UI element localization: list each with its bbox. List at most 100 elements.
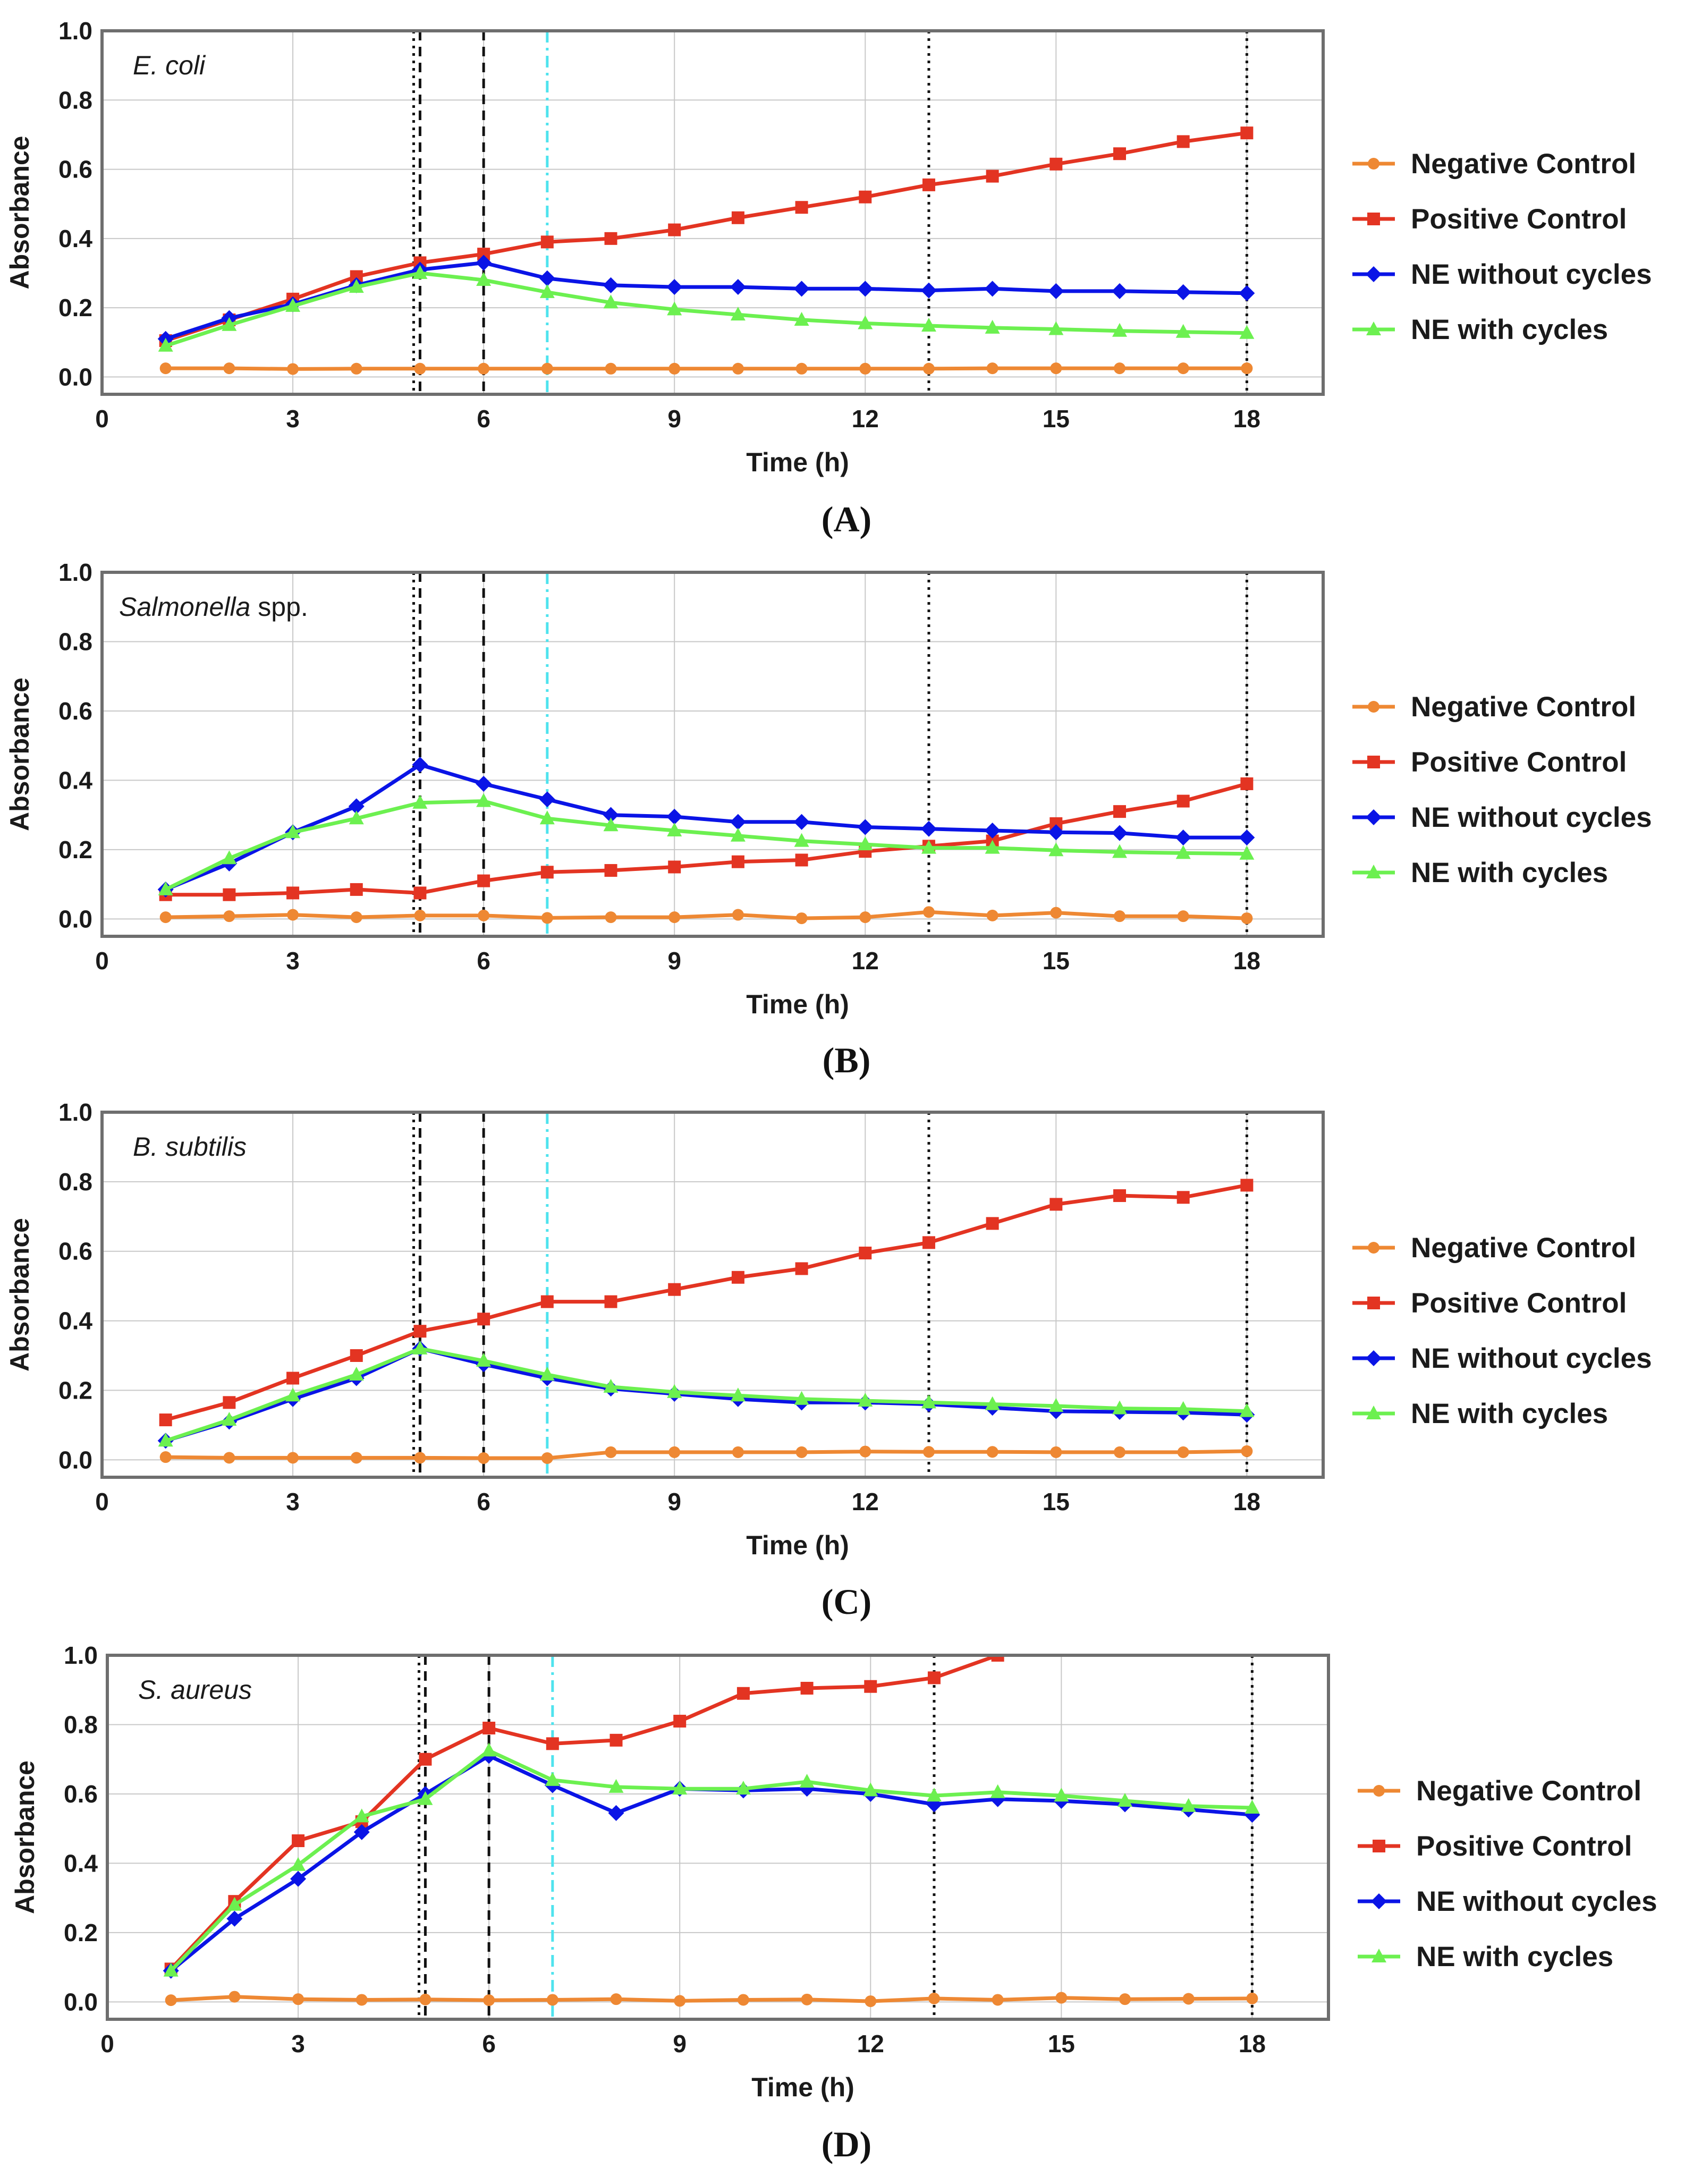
y-tick-label: 1.0 (58, 558, 92, 586)
data-point (159, 1413, 172, 1427)
legend-swatch-marker (1371, 1893, 1387, 1909)
data-point (731, 211, 744, 224)
data-point (159, 1451, 172, 1463)
data-point (730, 279, 746, 295)
data-point (1118, 1793, 1132, 1807)
data-point (286, 886, 300, 900)
x-tick-label: 0 (100, 2030, 114, 2058)
data-point (158, 1433, 173, 1447)
data-point (1119, 1993, 1131, 2005)
data-point (541, 912, 553, 924)
data-point (1241, 912, 1253, 925)
x-tick-label: 15 (1048, 2030, 1075, 2058)
data-point (795, 853, 808, 867)
data-point (793, 281, 810, 297)
data-point (731, 1271, 744, 1284)
y-tick-label: 0.0 (58, 905, 92, 933)
y-tick-label: 0.8 (58, 1168, 92, 1196)
data-point (795, 1262, 808, 1275)
x-tick-label: 6 (477, 947, 490, 975)
chart-panel-a: 0 3 6 9 12 15 18 0.0 0.2 0.4 0.6 0.8 1.0 Time (h) Abso… (5, 17, 1652, 539)
data-point (353, 1824, 370, 1840)
data-point (412, 265, 428, 279)
organism-name: E. coli (133, 50, 206, 80)
data-point (1240, 777, 1254, 790)
series-line (170, 1655, 998, 1970)
legend-swatch-marker (1366, 321, 1381, 335)
data-point (794, 833, 809, 847)
data-point (350, 883, 363, 896)
data-point (412, 794, 428, 809)
x-tick-label: 9 (667, 1488, 681, 1516)
y-tick-label: 1.0 (58, 1098, 92, 1126)
data-point (608, 1805, 624, 1821)
legend-item-label: NE without cycles (1411, 259, 1652, 290)
data-point (481, 1742, 497, 1757)
data-point (540, 235, 554, 249)
data-point (735, 1781, 751, 1795)
y-tick-label: 0.8 (58, 628, 92, 655)
x-axis-title: Time (h) (751, 2072, 854, 2102)
data-point (1048, 842, 1064, 857)
data-point (793, 814, 810, 830)
data-point (794, 1391, 809, 1405)
organism-suffix: spp. (250, 592, 308, 622)
data-point (418, 1791, 433, 1805)
data-point (603, 817, 619, 832)
data-point (1175, 284, 1191, 300)
data-point (985, 840, 1000, 854)
data-point (287, 1452, 299, 1464)
data-point (1114, 362, 1125, 375)
data-point (291, 1857, 306, 1871)
data-point (605, 1446, 617, 1458)
data-point (350, 1349, 363, 1362)
data-point (604, 1295, 617, 1308)
data-point (1113, 147, 1126, 160)
data-point (165, 1994, 177, 2007)
x-tick-label: 15 (1043, 405, 1070, 433)
data-point (984, 823, 1001, 839)
y-tick-label: 0.2 (64, 1919, 98, 1946)
data-point (223, 1452, 235, 1464)
data-point (163, 1962, 179, 1977)
data-point (1240, 1179, 1254, 1192)
legend-item-label: NE with cycles (1411, 857, 1608, 888)
series-line (165, 366, 1247, 371)
data-point (223, 910, 235, 922)
x-tick-label: 12 (852, 405, 879, 433)
data-point (1050, 1446, 1062, 1458)
y-tick-label: 0.6 (58, 1238, 92, 1265)
data-point (290, 1870, 307, 1887)
plot-area (157, 126, 1255, 375)
data-point (540, 1295, 554, 1308)
data-point (1177, 910, 1189, 922)
data-point (1246, 1992, 1258, 2004)
y-axis-title: Absorbance (5, 1218, 35, 1372)
data-point (1177, 1446, 1189, 1458)
panel-label: (D) (822, 2124, 871, 2164)
series-line (165, 1183, 1248, 1422)
organism-label: B. subtilis (133, 1132, 247, 1162)
data-point (350, 362, 362, 375)
x-tick-label: 15 (1043, 947, 1070, 975)
data-point (608, 1779, 624, 1793)
data-point (540, 866, 554, 879)
data-point (668, 362, 681, 375)
x-axis-title: Time (h) (746, 1530, 849, 1560)
y-tick-label: 0.6 (64, 1780, 98, 1808)
data-point (1241, 362, 1253, 375)
data-point (286, 1372, 300, 1385)
data-point (226, 1910, 243, 1927)
data-point (476, 793, 492, 807)
x-tick-label: 9 (667, 947, 681, 975)
data-point (666, 808, 683, 825)
data-point (539, 810, 555, 825)
data-point (859, 1246, 872, 1259)
data-point (732, 362, 744, 375)
data-point (610, 1733, 623, 1747)
data-point (921, 318, 936, 332)
data-point (354, 1808, 369, 1823)
y-tick-label: 0.0 (58, 1446, 92, 1474)
data-point (1113, 805, 1126, 818)
data-point (859, 1445, 871, 1458)
